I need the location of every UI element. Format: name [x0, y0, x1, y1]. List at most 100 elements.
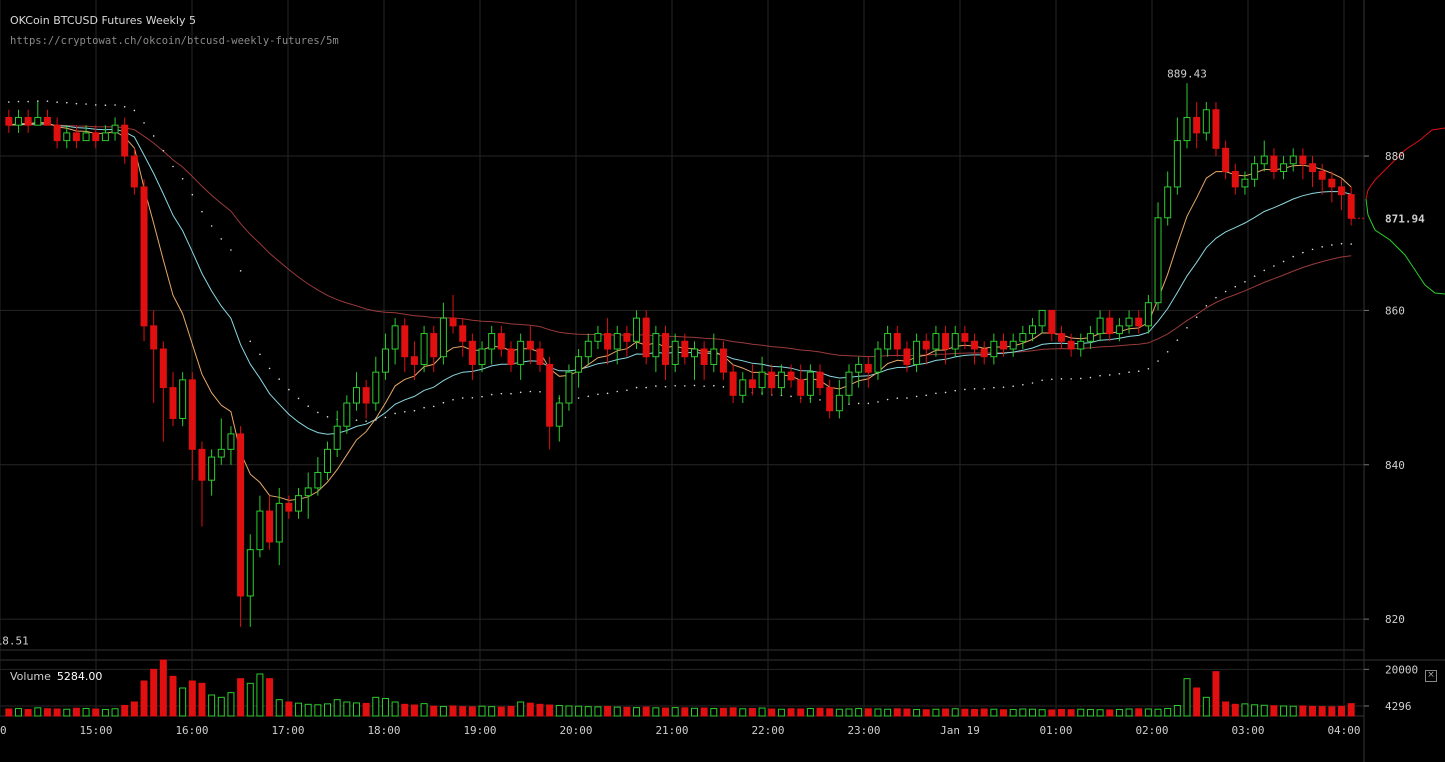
- sar-dot: [703, 385, 705, 387]
- x-tick-label: 02:00: [1135, 724, 1168, 737]
- volume-bar: [942, 708, 950, 717]
- annotations: 889.43 818.51: [0, 67, 1207, 647]
- volume-bar: [1318, 706, 1326, 717]
- volume-bar: [140, 680, 148, 717]
- sar-dot: [355, 419, 358, 422]
- sar-dot: [655, 385, 657, 387]
- y-tick-label: 4296: [1385, 700, 1412, 713]
- x-tick-label: 15:00: [79, 724, 112, 737]
- volume-bar: [72, 707, 80, 717]
- candle-body: [855, 363, 863, 373]
- sar-dot: [288, 388, 290, 391]
- volume-bar: [159, 659, 167, 717]
- sar-dot: [1292, 255, 1295, 258]
- y-tick-label: 820: [1385, 613, 1405, 626]
- sar-dot: [722, 386, 725, 388]
- volume-bar: [555, 705, 563, 717]
- volume-bar: [488, 706, 496, 717]
- volume-bar: [613, 706, 621, 717]
- chart-url[interactable]: https://cryptowat.ch/okcoin/btcusd-weekl…: [10, 35, 339, 47]
- sar-dot: [317, 411, 319, 414]
- volume-bar: [507, 705, 515, 717]
- candle-body: [710, 348, 718, 365]
- candle-body: [768, 371, 776, 389]
- volume-bar: [787, 708, 795, 717]
- volume-bar: [604, 705, 612, 717]
- sar-dot: [790, 395, 792, 398]
- sar-dot: [597, 393, 599, 396]
- sar-dot: [1331, 244, 1333, 246]
- sar-dot: [384, 416, 387, 419]
- ema-mid-line: [8, 123, 1352, 435]
- candle-body: [237, 433, 245, 597]
- x-tick-label: 20:00: [559, 724, 592, 737]
- close-icon[interactable]: ×: [1425, 670, 1437, 682]
- candle-body: [1038, 309, 1046, 327]
- candle-body: [729, 371, 737, 396]
- candle-body: [295, 495, 303, 512]
- volume-bar: [14, 708, 22, 717]
- volume-bar: [932, 708, 940, 717]
- ema-slow-line: [8, 124, 1352, 358]
- candle-body: [1057, 333, 1065, 342]
- volume-bar: [101, 708, 109, 717]
- sar-dot: [162, 149, 165, 152]
- sar-dot: [1137, 370, 1140, 372]
- candle-body: [1115, 325, 1123, 335]
- volume-bar: [1038, 709, 1046, 717]
- sar-dot: [993, 386, 995, 389]
- sar-dot: [104, 104, 107, 107]
- candle-body: [343, 402, 351, 427]
- sar-dot: [17, 100, 20, 103]
- sar-dot: [1321, 246, 1323, 248]
- volume-bar: [662, 707, 670, 717]
- candle-body: [700, 348, 708, 365]
- candle-body: [1318, 170, 1326, 180]
- y-tick-label: 20000: [1385, 663, 1418, 676]
- candle-body: [43, 116, 51, 126]
- sar-dot: [577, 397, 580, 399]
- candle-body: [439, 317, 447, 358]
- x-tick-label: 21:00: [655, 724, 688, 737]
- candle-body: [1048, 309, 1056, 335]
- candle-body: [179, 379, 187, 419]
- candle-body: [34, 116, 42, 126]
- volume-bar: [575, 705, 583, 717]
- sar-dot: [1234, 285, 1237, 288]
- candle-body: [72, 132, 80, 142]
- high-annotation: 889.43: [1167, 67, 1207, 80]
- low-annotation: 818.51: [0, 635, 29, 648]
- candle-body: [1000, 340, 1008, 350]
- volume-bar: [1202, 696, 1210, 717]
- candle-body: [217, 448, 225, 458]
- sar-dot: [848, 403, 850, 405]
- sar-dot: [1205, 305, 1208, 307]
- volume-bar: [594, 706, 602, 717]
- sar-dot: [684, 385, 686, 387]
- candle-body: [864, 363, 872, 373]
- volume-bar: [1270, 705, 1278, 717]
- volume-bar: [1173, 705, 1181, 717]
- candle-body: [169, 387, 177, 419]
- x-tick-label: Jan 19: [940, 724, 980, 737]
- volume-bar: [1028, 708, 1036, 717]
- sar-dot: [1224, 290, 1227, 293]
- candle-body: [14, 116, 22, 126]
- sar-dot: [539, 390, 541, 393]
- sar-dot: [461, 397, 464, 399]
- candle-body: [1202, 109, 1210, 134]
- volume-bar: [352, 702, 360, 717]
- x-tick-label: 16:00: [175, 724, 208, 737]
- sar-dot: [114, 104, 116, 106]
- candle-body: [575, 356, 583, 373]
- candle-body: [1173, 140, 1181, 188]
- bid-depth-line: [1365, 198, 1445, 295]
- candle-body: [739, 379, 747, 396]
- volume-bar: [971, 708, 979, 717]
- candle-body: [816, 371, 824, 389]
- sar-dot: [1108, 374, 1111, 376]
- volume-bar: [1125, 708, 1133, 717]
- sar-dot: [877, 401, 879, 403]
- candle-body: [333, 425, 341, 450]
